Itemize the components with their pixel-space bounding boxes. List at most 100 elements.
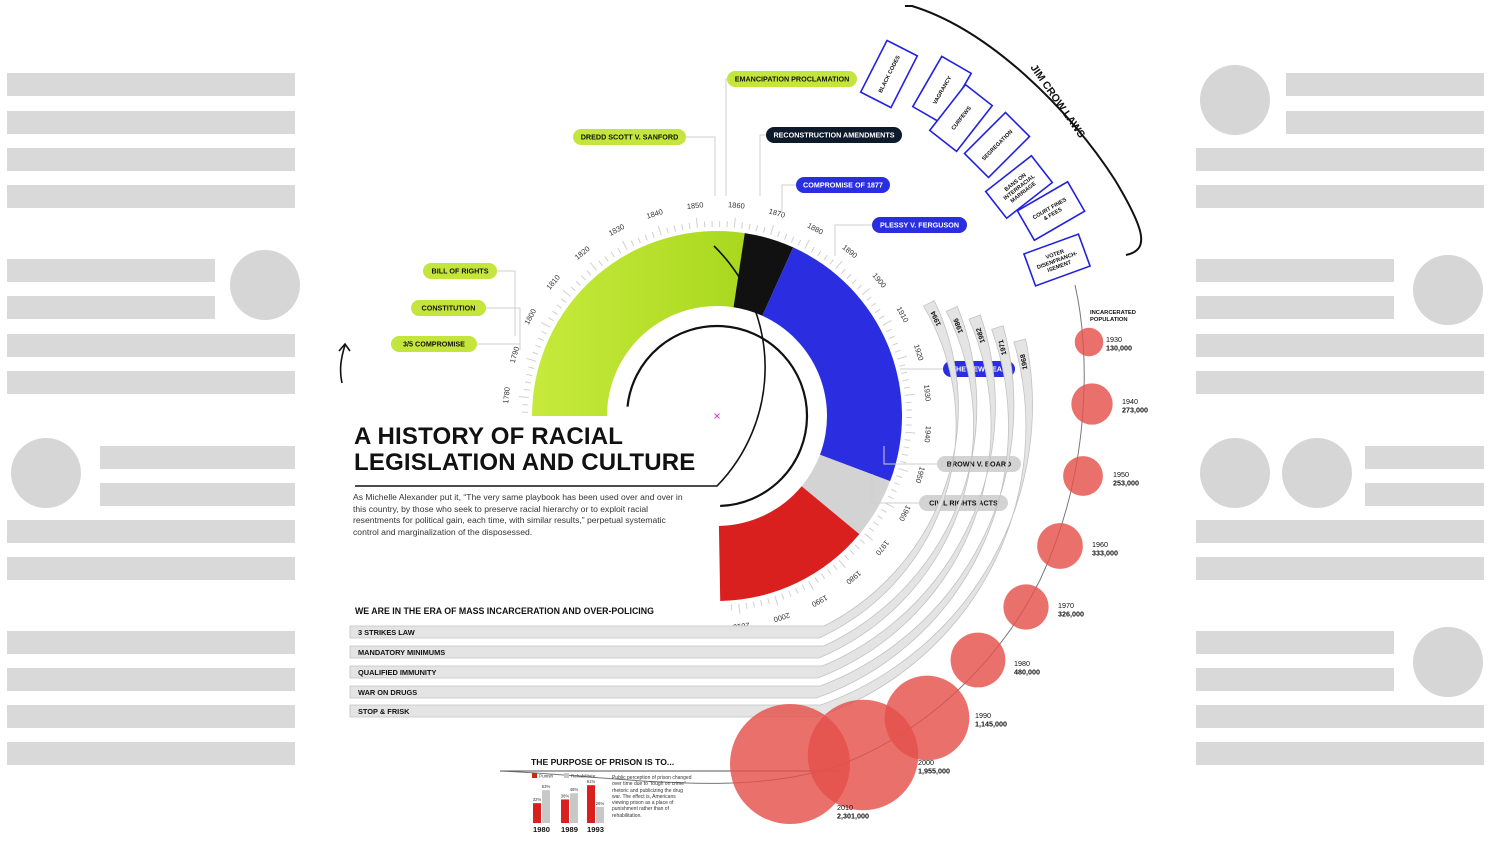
purpose-value-punish: 38% (561, 793, 570, 798)
year-tick-mark (562, 289, 571, 297)
year-tick-mark (899, 364, 906, 367)
ring-era-slavery (532, 231, 745, 416)
year-tick-mark (838, 559, 846, 569)
year-tick-label: 1910 (895, 305, 911, 324)
year-tick-mark (733, 217, 736, 228)
event-leader-line (871, 474, 919, 504)
year-tick-mark (874, 308, 881, 314)
placeholder-text-line (1365, 483, 1484, 506)
event-leader-line (781, 184, 796, 214)
year-tick-mark (755, 225, 759, 232)
population-bubble (730, 704, 850, 824)
placeholder-text-line (1196, 296, 1394, 319)
legend-label-punish: Punish (539, 774, 553, 779)
law-box-outline (928, 83, 994, 153)
event-pill-label: RECONSTRUCTION AMENDMENTS (773, 130, 894, 139)
population-value: 326,000 (1058, 610, 1084, 619)
policy-year: 1968 (1020, 353, 1030, 370)
population-year: 1930 (1106, 335, 1122, 344)
placeholder-text-line (1286, 73, 1484, 96)
purpose-value-punish: 61% (587, 779, 596, 784)
population-value: 2,301,000 (837, 812, 869, 821)
population-year: 1940 (1122, 397, 1138, 406)
population-year: 1960 (1092, 540, 1108, 549)
year-tick-label: 1850 (686, 200, 704, 211)
purpose-chart: Punish Rehabilitate 32% 53% 1980 38%48% 1989 61… (532, 773, 604, 834)
policy-bar-shape (349, 305, 978, 659)
placeholder-text-line (7, 557, 295, 580)
ring-era-mass-incarceration (718, 486, 860, 601)
center-mark (714, 413, 720, 419)
incarceration-group: INCARCERATEDPOPULATION1930130,0001940273… (499, 284, 1148, 824)
event-pill-label: DREDD SCOTT V. SANFORD (581, 132, 679, 141)
legend-swatch-punish (532, 773, 537, 778)
year-tick-mark (526, 373, 533, 377)
event-leader-line (883, 446, 937, 465)
placeholder-text-line (7, 73, 295, 96)
year-tick-mark (889, 335, 896, 339)
population-bubble (1074, 327, 1104, 357)
jim-crow-bracket (905, 5, 1143, 256)
event-leader-line (834, 224, 872, 256)
year-tick-mark (673, 225, 677, 232)
year-tick-mark (864, 533, 873, 541)
title-line-1: A HISTORY OF RACIAL (354, 423, 624, 450)
law-box-outline (1016, 180, 1086, 242)
event-pill (943, 361, 1015, 377)
population-bubble (1037, 523, 1083, 569)
incarcerated-title-line: POPULATION (1090, 317, 1128, 323)
placeholder-image-circle (230, 250, 300, 320)
event-leader-line (759, 134, 766, 196)
year-tick-label: 1940 (923, 426, 933, 443)
policy-bar-shape (349, 314, 996, 679)
placeholder-text-line (7, 259, 215, 282)
population-value: 130,000 (1106, 344, 1132, 353)
placeholder-text-line (1196, 148, 1484, 171)
event-pill-label: CONSTITUTION (422, 303, 476, 312)
year-tick-label: 1780 (501, 387, 512, 404)
placeholder-text-line (100, 446, 295, 469)
jim-crow-law-box: VAGRANCY (911, 55, 973, 125)
law-box-outline (1022, 233, 1092, 287)
year-tick-label: 1900 (870, 271, 888, 290)
placeholder-text-line (1365, 446, 1484, 469)
year-tick-mark (604, 256, 609, 262)
policy-bar-shape (349, 325, 1015, 699)
event-leader-line (686, 136, 716, 196)
year-tick-mark (630, 240, 635, 247)
year-tick-mark (777, 231, 781, 238)
law-box-outline (984, 154, 1054, 220)
year-tick-mark (882, 320, 892, 326)
year-tick-mark (598, 260, 603, 267)
year-tick-mark (767, 597, 770, 604)
placeholder-text-line (7, 705, 295, 728)
year-tick-label: 1820 (573, 244, 592, 262)
year-tick-mark (541, 330, 548, 335)
purpose-bar-punish (587, 785, 595, 823)
placeholder-text-line (1196, 520, 1484, 543)
population-bubble (1071, 383, 1113, 425)
year-tick-mark (770, 225, 774, 235)
event-leader-line (477, 343, 521, 350)
purpose-bar-punish (533, 803, 541, 823)
placeholder-image-circle (1200, 438, 1270, 508)
year-tick-mark (893, 482, 900, 486)
year-tick-mark (589, 262, 598, 271)
policy-label: WAR ON DRUGS (358, 688, 417, 697)
placeholder-text-line (1196, 334, 1484, 357)
legend-swatch-rehabilitate (564, 773, 569, 778)
year-tick-mark (840, 268, 846, 274)
year-tick-mark (528, 366, 535, 369)
year-tick-mark (885, 328, 892, 333)
year-tick-mark (873, 521, 879, 526)
event-leader-line (497, 270, 516, 336)
year-tick-label: 1920 (912, 343, 926, 362)
year-tick-mark (904, 439, 911, 441)
year-tick-label: 1980 (844, 569, 863, 587)
year-tick-mark (784, 233, 788, 240)
year-tick-label: 1950 (914, 466, 927, 485)
year-tick-mark (810, 246, 815, 253)
